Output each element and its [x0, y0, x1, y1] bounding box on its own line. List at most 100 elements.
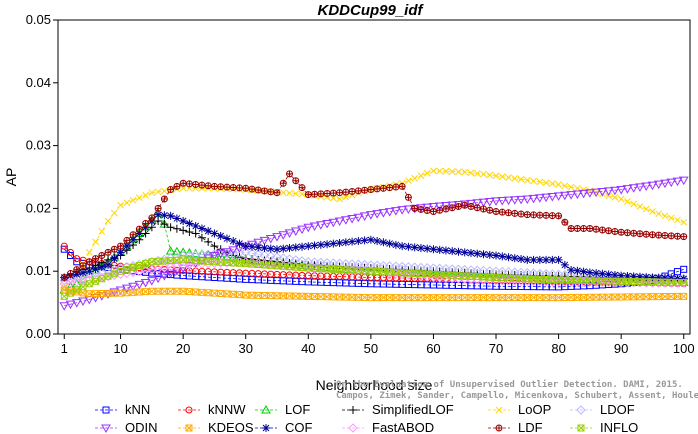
data-point	[73, 266, 81, 274]
y-tick-label: 0.04	[26, 75, 51, 90]
data-point	[247, 242, 256, 251]
data-point	[423, 169, 431, 177]
legend-swatch-marker	[495, 424, 503, 432]
data-point	[617, 195, 625, 203]
data-point	[148, 189, 156, 197]
data-point	[392, 183, 400, 191]
chart-title: KDDCup99_idf	[317, 2, 424, 19]
data-point	[341, 258, 351, 269]
data-point	[505, 174, 512, 181]
data-point	[161, 187, 168, 195]
data-point	[166, 223, 175, 232]
data-point	[460, 264, 470, 275]
data-point	[517, 175, 525, 183]
series-kdeos	[60, 286, 688, 302]
data-point	[666, 178, 677, 188]
data-point	[241, 247, 251, 258]
legend-label: LDF	[518, 420, 543, 434]
x-tick-label: 70	[489, 341, 503, 356]
data-point	[285, 243, 294, 252]
data-point	[154, 188, 162, 196]
data-point	[329, 239, 338, 248]
data-point	[654, 273, 663, 282]
data-point	[135, 262, 143, 270]
data-point	[85, 258, 93, 266]
data-point	[485, 250, 494, 259]
data-point	[635, 272, 644, 281]
data-point	[641, 182, 652, 192]
data-point	[660, 273, 669, 282]
data-point	[534, 194, 545, 203]
data-point	[148, 214, 156, 222]
data-point	[680, 218, 688, 226]
legend-label: COF	[285, 420, 313, 434]
data-point	[98, 228, 106, 235]
data-point	[548, 255, 557, 264]
data-point	[367, 294, 375, 302]
legend: kNN kNNW LOF SimplifiedLOF LoOP LDOF ODIN KDEOS…	[95, 402, 638, 434]
x-tick-label: 100	[673, 341, 695, 356]
data-point	[553, 274, 564, 283]
data-point	[505, 209, 513, 217]
data-point	[254, 255, 263, 264]
data-point	[123, 237, 131, 244]
data-point	[67, 289, 75, 297]
data-point	[542, 212, 550, 219]
data-point	[386, 184, 394, 192]
y-tick-label: 0.00	[26, 326, 51, 341]
legend-label: LDOF	[600, 402, 635, 417]
data-point	[442, 205, 450, 213]
data-point	[617, 228, 625, 236]
data-point	[529, 255, 538, 264]
data-point	[241, 242, 250, 251]
data-point	[511, 175, 519, 182]
data-point	[397, 206, 408, 215]
data-point	[242, 291, 250, 299]
data-point	[436, 206, 444, 214]
data-point	[436, 167, 444, 175]
data-point	[417, 206, 425, 213]
data-point	[117, 289, 125, 297]
data-point	[142, 191, 149, 199]
data-point	[398, 182, 406, 190]
y-tick-label: 0.03	[26, 138, 51, 153]
y-tick-label: 0.02	[26, 200, 51, 215]
legend-label: SimplifiedLOF	[372, 402, 454, 417]
legend-item-fastabod: FastABOD	[342, 420, 434, 434]
data-point	[198, 181, 206, 189]
data-point	[598, 226, 606, 234]
data-point	[572, 190, 583, 199]
data-point	[172, 246, 182, 256]
data-point	[185, 227, 194, 236]
legend-swatch-marker	[185, 406, 193, 414]
data-point	[342, 188, 350, 196]
data-point	[340, 216, 351, 225]
data-point	[674, 216, 681, 224]
data-point	[217, 290, 225, 298]
data-point	[347, 259, 357, 269]
data-point	[648, 231, 656, 239]
data-point	[486, 294, 494, 302]
data-point	[292, 292, 300, 300]
legend-swatch-marker	[349, 406, 357, 414]
x-tick-label: 30	[238, 341, 252, 356]
data-point	[223, 183, 231, 191]
data-point	[366, 235, 375, 244]
data-point	[454, 203, 462, 210]
credit-annotation: On the Evaluation of Unsupervised Outlie…	[336, 379, 698, 401]
data-point	[354, 187, 362, 195]
data-point	[480, 205, 488, 213]
data-point	[367, 186, 375, 193]
data-point	[491, 266, 501, 276]
series-odin	[59, 176, 689, 311]
data-point	[636, 230, 644, 238]
data-point	[273, 189, 281, 197]
data-point	[121, 284, 132, 294]
data-point	[411, 174, 419, 182]
data-point	[379, 184, 387, 192]
data-point	[472, 199, 483, 208]
data-point	[204, 182, 212, 190]
data-point	[267, 292, 275, 300]
data-point	[273, 257, 282, 266]
data-point	[316, 257, 326, 268]
